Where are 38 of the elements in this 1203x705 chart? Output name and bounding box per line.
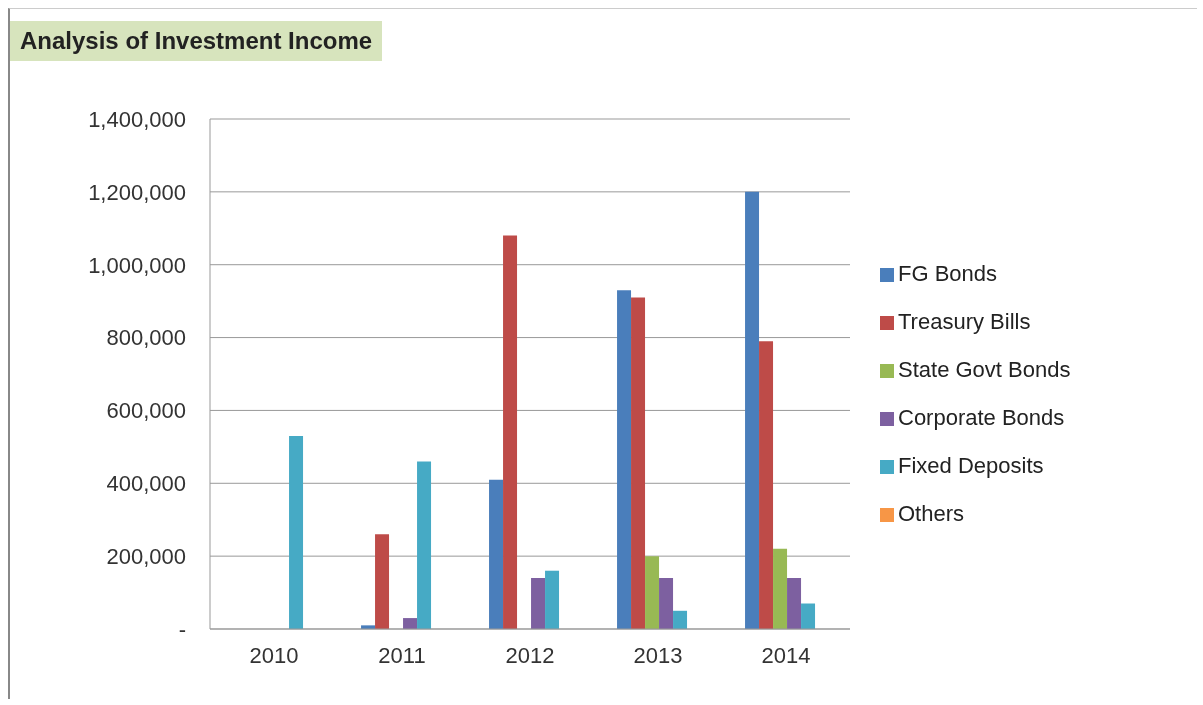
bar: [759, 341, 774, 629]
y-tick-label: 600,000: [106, 398, 186, 424]
bar: [289, 435, 304, 629]
y-tick-label: 1,200,000: [88, 179, 186, 205]
x-tick-label: 2013: [633, 642, 683, 668]
y-tick-label: 400,000: [106, 471, 186, 497]
bar: [745, 191, 760, 629]
legend-label: Fixed Deposits: [898, 453, 1044, 478]
bar: [417, 461, 432, 629]
x-tick-label: 2014: [761, 642, 811, 668]
bar: [403, 618, 418, 629]
bar: [503, 235, 518, 629]
bar: [531, 578, 546, 629]
y-tick-label: 800,000: [106, 325, 186, 351]
bar: [801, 603, 816, 629]
bar: [617, 290, 632, 629]
bar: [631, 297, 646, 629]
bar: [375, 534, 390, 629]
bar: [659, 578, 674, 629]
y-tick-label: 200,000: [106, 543, 186, 569]
x-tick-label: 2011: [378, 642, 426, 668]
legend-label: Corporate Bonds: [898, 405, 1065, 430]
bar: [545, 570, 560, 629]
bar: [773, 548, 788, 629]
y-tick-label: 1,000,000: [88, 252, 186, 278]
y-tick-label: -: [178, 616, 186, 642]
legend-label: State Govt Bonds: [898, 357, 1071, 382]
bar: [489, 479, 504, 629]
legend-label: FG Bonds: [898, 261, 998, 286]
x-tick-label: 2012: [505, 642, 555, 668]
bar: [673, 610, 688, 629]
legend-label: Treasury Bills: [898, 309, 1031, 334]
y-tick-label: 1,400,000: [88, 106, 186, 132]
x-tick-label: 2010: [249, 642, 299, 668]
chart-title: Analysis of Investment Income: [10, 21, 383, 61]
bar: [787, 578, 802, 629]
legend-label: Others: [898, 501, 965, 526]
bar: [645, 556, 660, 629]
